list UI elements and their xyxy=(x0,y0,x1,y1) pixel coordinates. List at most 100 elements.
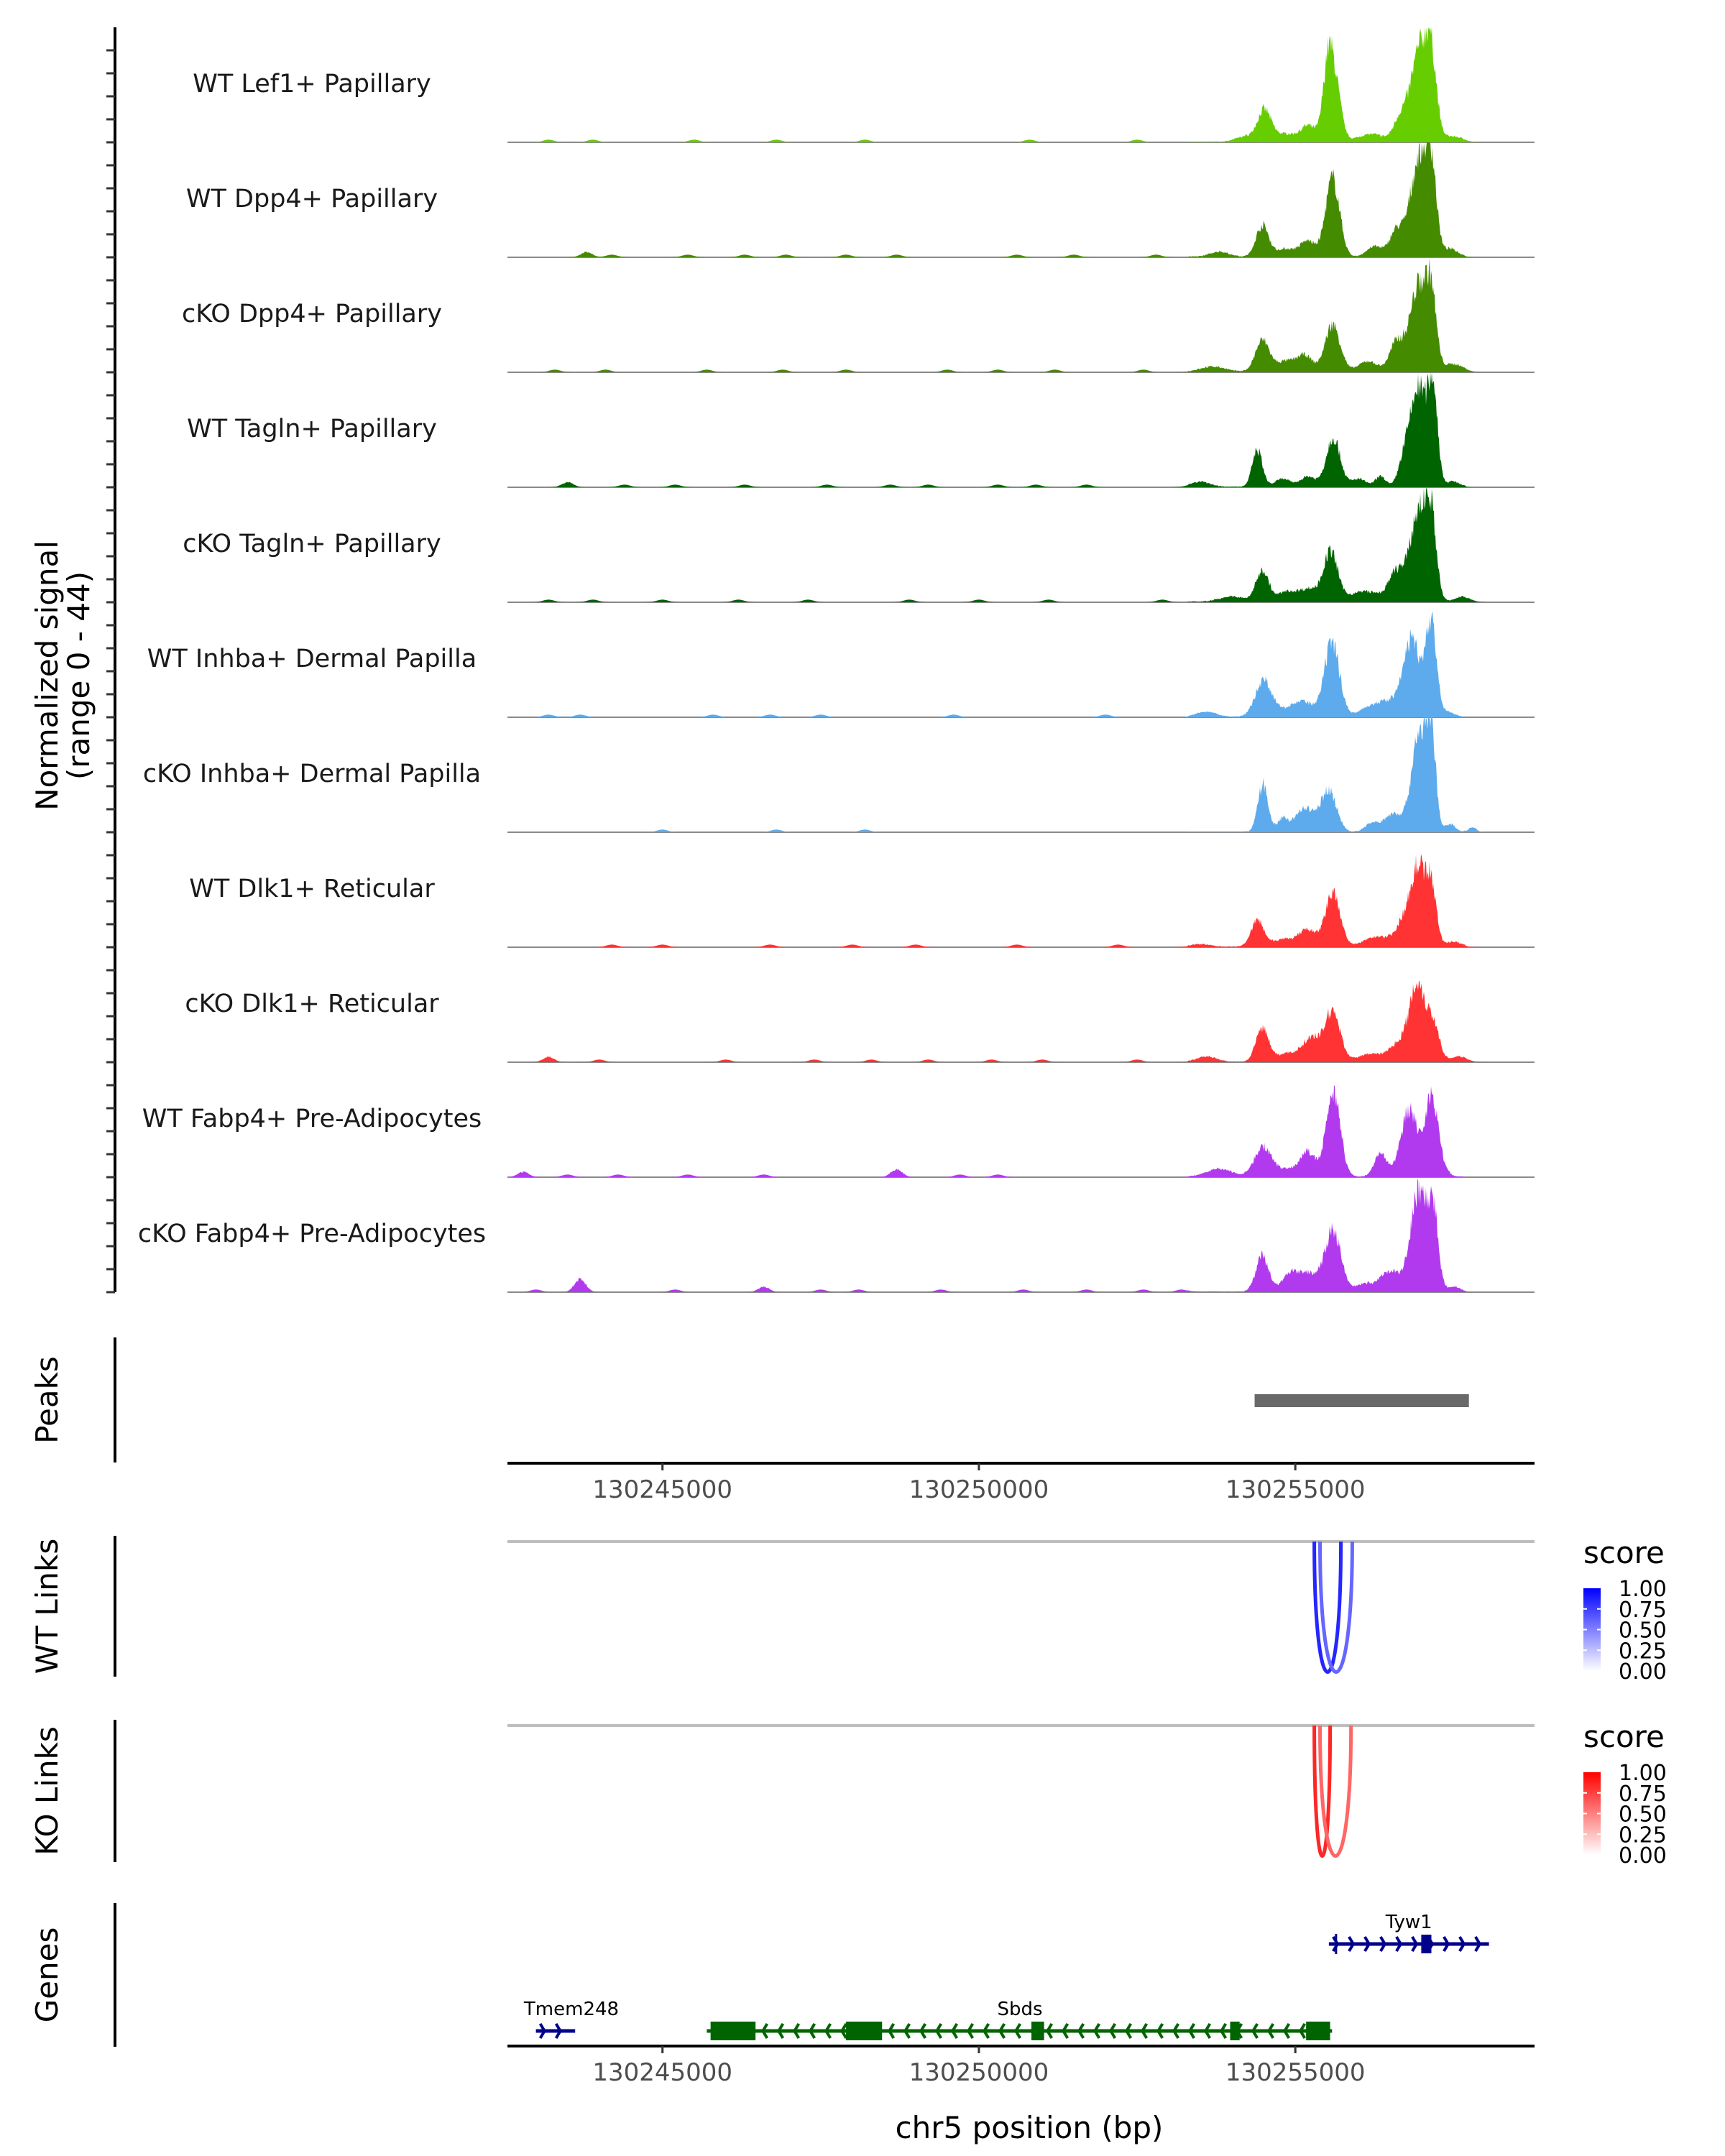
track-wt-tagln-papillary: WT Tagln+ Papillary xyxy=(187,372,1535,488)
score-legend: score 1.000.750.500.250.00 xyxy=(1583,1719,1667,1869)
exon xyxy=(846,2022,883,2040)
y-axis-title-line2: (range 0 - 44) xyxy=(61,571,96,780)
strand-arrow xyxy=(998,2022,1006,2040)
x-tick-label: 130250000 xyxy=(909,1475,1049,1504)
strand-arrow xyxy=(967,2022,975,2040)
legend-title: score xyxy=(1583,1719,1665,1754)
strand-arrow xyxy=(554,2022,562,2040)
legend-tick-label: 0.00 xyxy=(1619,1843,1667,1869)
strand-arrow xyxy=(824,2022,832,2040)
track-label: WT Tagln+ Papillary xyxy=(187,415,437,443)
legend-tick-label: 0.25 xyxy=(1619,1823,1667,1848)
track-wt-dpp4-papillary: WT Dpp4+ Papillary xyxy=(186,142,1535,258)
strand-arrow xyxy=(793,2022,801,2040)
genes-label: Genes xyxy=(29,1927,65,2023)
strand-arrow xyxy=(1125,2022,1133,2040)
strand-arrow xyxy=(951,2022,959,2040)
strand-arrow xyxy=(1077,2022,1085,2040)
y-axis xyxy=(106,27,116,1294)
track-label: cKO Dlk1+ Reticular xyxy=(185,990,439,1018)
strand-arrow xyxy=(809,2022,816,2040)
legend-title: score xyxy=(1583,1535,1665,1570)
strand-arrow xyxy=(1348,1935,1356,1953)
strand-arrow xyxy=(1474,1935,1482,1953)
genes-track: Genes Tmem248 Sbds Tyw1 xyxy=(29,1903,1489,2047)
track-cko-dpp4-papillary: cKO Dpp4+ Papillary xyxy=(182,258,1535,373)
peak-region xyxy=(1254,1394,1469,1407)
gene-tyw1: Tyw1 xyxy=(1328,1912,1489,1954)
signal-area xyxy=(507,27,1535,142)
strand-arrow xyxy=(1299,2022,1307,2040)
strand-arrow xyxy=(1267,2022,1275,2040)
strand-arrow xyxy=(840,2022,848,2040)
signal-area xyxy=(507,142,1535,257)
signal-area xyxy=(507,980,1535,1062)
signal-area xyxy=(507,372,1535,487)
x-tick-label: 130255000 xyxy=(1225,2058,1366,2087)
signal-tracks: WT Lef1+ Papillary WT Dpp4+ Papillary cKO … xyxy=(138,27,1535,1293)
strand-arrow xyxy=(1188,2022,1196,2040)
strand-arrow xyxy=(919,2022,927,2040)
track-label: WT Fabp4+ Pre-Adipocytes xyxy=(142,1105,482,1133)
strand-arrow xyxy=(903,2022,911,2040)
track-label: cKO Tagln+ Papillary xyxy=(183,530,441,558)
track-label: cKO Dpp4+ Papillary xyxy=(182,300,442,328)
track-label: WT Lef1+ Papillary xyxy=(193,70,431,98)
link-arc xyxy=(1318,1541,1354,1674)
track-wt-inhba-dermal-papilla: WT Inhba+ Dermal Papilla xyxy=(147,611,1535,718)
strand-arrow xyxy=(1141,2022,1149,2040)
track-label: cKO Inhba+ Dermal Papilla xyxy=(143,760,481,788)
exon xyxy=(1306,2022,1330,2040)
track-cko-inhba-dermal-papilla: cKO Inhba+ Dermal Papilla xyxy=(143,717,1535,833)
x-tick-label: 130245000 xyxy=(592,1475,732,1504)
strand-arrow xyxy=(1411,1935,1419,1953)
track-label: WT Dpp4+ Papillary xyxy=(186,185,438,213)
legend-tick-label: 1.00 xyxy=(1619,1761,1667,1786)
strand-arrow xyxy=(1172,2022,1180,2040)
track-wt-lef1-papillary: WT Lef1+ Papillary xyxy=(193,27,1535,143)
strand-arrow xyxy=(761,2022,769,2040)
gene-sbds: Sbds xyxy=(707,1999,1333,2040)
legend-tick-label: 0.50 xyxy=(1619,1802,1667,1828)
strand-arrow xyxy=(1109,2022,1117,2040)
track-cko-tagln-papillary: cKO Tagln+ Papillary xyxy=(183,487,1535,603)
legend-tick-label: 0.00 xyxy=(1619,1659,1667,1685)
strand-arrow xyxy=(1332,1935,1340,1953)
strand-arrow xyxy=(538,2022,546,2040)
signal-area xyxy=(507,854,1535,947)
x-tick-label: 130250000 xyxy=(909,2058,1049,2087)
ko-links-track: KO Links score 1.000.750.500.250.00 xyxy=(29,1719,1667,1869)
signal-area xyxy=(507,487,1535,602)
links-label: WT Links xyxy=(29,1539,65,1674)
track-wt-dlk1-reticular: WT Dlk1+ Reticular xyxy=(189,854,1535,948)
peaks-label: Peaks xyxy=(29,1356,65,1444)
track-cko-fabp4-pre-adipocytes: cKO Fabp4+ Pre-Adipocytes xyxy=(138,1178,1535,1293)
track-cko-dlk1-reticular: cKO Dlk1+ Reticular xyxy=(185,980,1535,1063)
strand-arrow xyxy=(1458,1935,1466,1953)
strand-arrow xyxy=(1204,2022,1212,2040)
signal-area xyxy=(507,717,1535,832)
strand-arrow xyxy=(1443,1935,1450,1953)
gene-label: Tmem248 xyxy=(523,1999,619,2020)
exon xyxy=(1230,2022,1240,2040)
x-axis-top: 130245000 130250000 130255000 xyxy=(507,1462,1535,1504)
score-legend: score 1.000.750.500.250.00 xyxy=(1583,1535,1667,1685)
strand-arrow xyxy=(1156,2022,1164,2040)
gene-tmem248: Tmem248 xyxy=(523,1999,619,2040)
link-arc xyxy=(1318,1725,1353,1858)
exon xyxy=(1421,1935,1432,1953)
peaks-track: Peaks xyxy=(29,1337,1469,1462)
track-label: cKO Fabp4+ Pre-Adipocytes xyxy=(138,1220,486,1248)
track-label: WT Dlk1+ Reticular xyxy=(189,875,435,903)
wt-links-track: WT Links score 1.000.750.500.250.00 xyxy=(29,1535,1667,1685)
strand-arrow xyxy=(1363,1935,1371,1953)
strand-arrow xyxy=(1046,2022,1054,2040)
x-tick-label: 130245000 xyxy=(592,2058,732,2087)
legend-tick-label: 0.75 xyxy=(1619,1598,1667,1623)
strand-arrow xyxy=(1014,2022,1022,2040)
gene-label: Sbds xyxy=(997,1999,1042,2020)
strand-arrow xyxy=(777,2022,785,2040)
track-label: WT Inhba+ Dermal Papilla xyxy=(147,645,477,673)
legend-tick-label: 0.50 xyxy=(1619,1618,1667,1644)
signal-area xyxy=(507,1178,1535,1292)
